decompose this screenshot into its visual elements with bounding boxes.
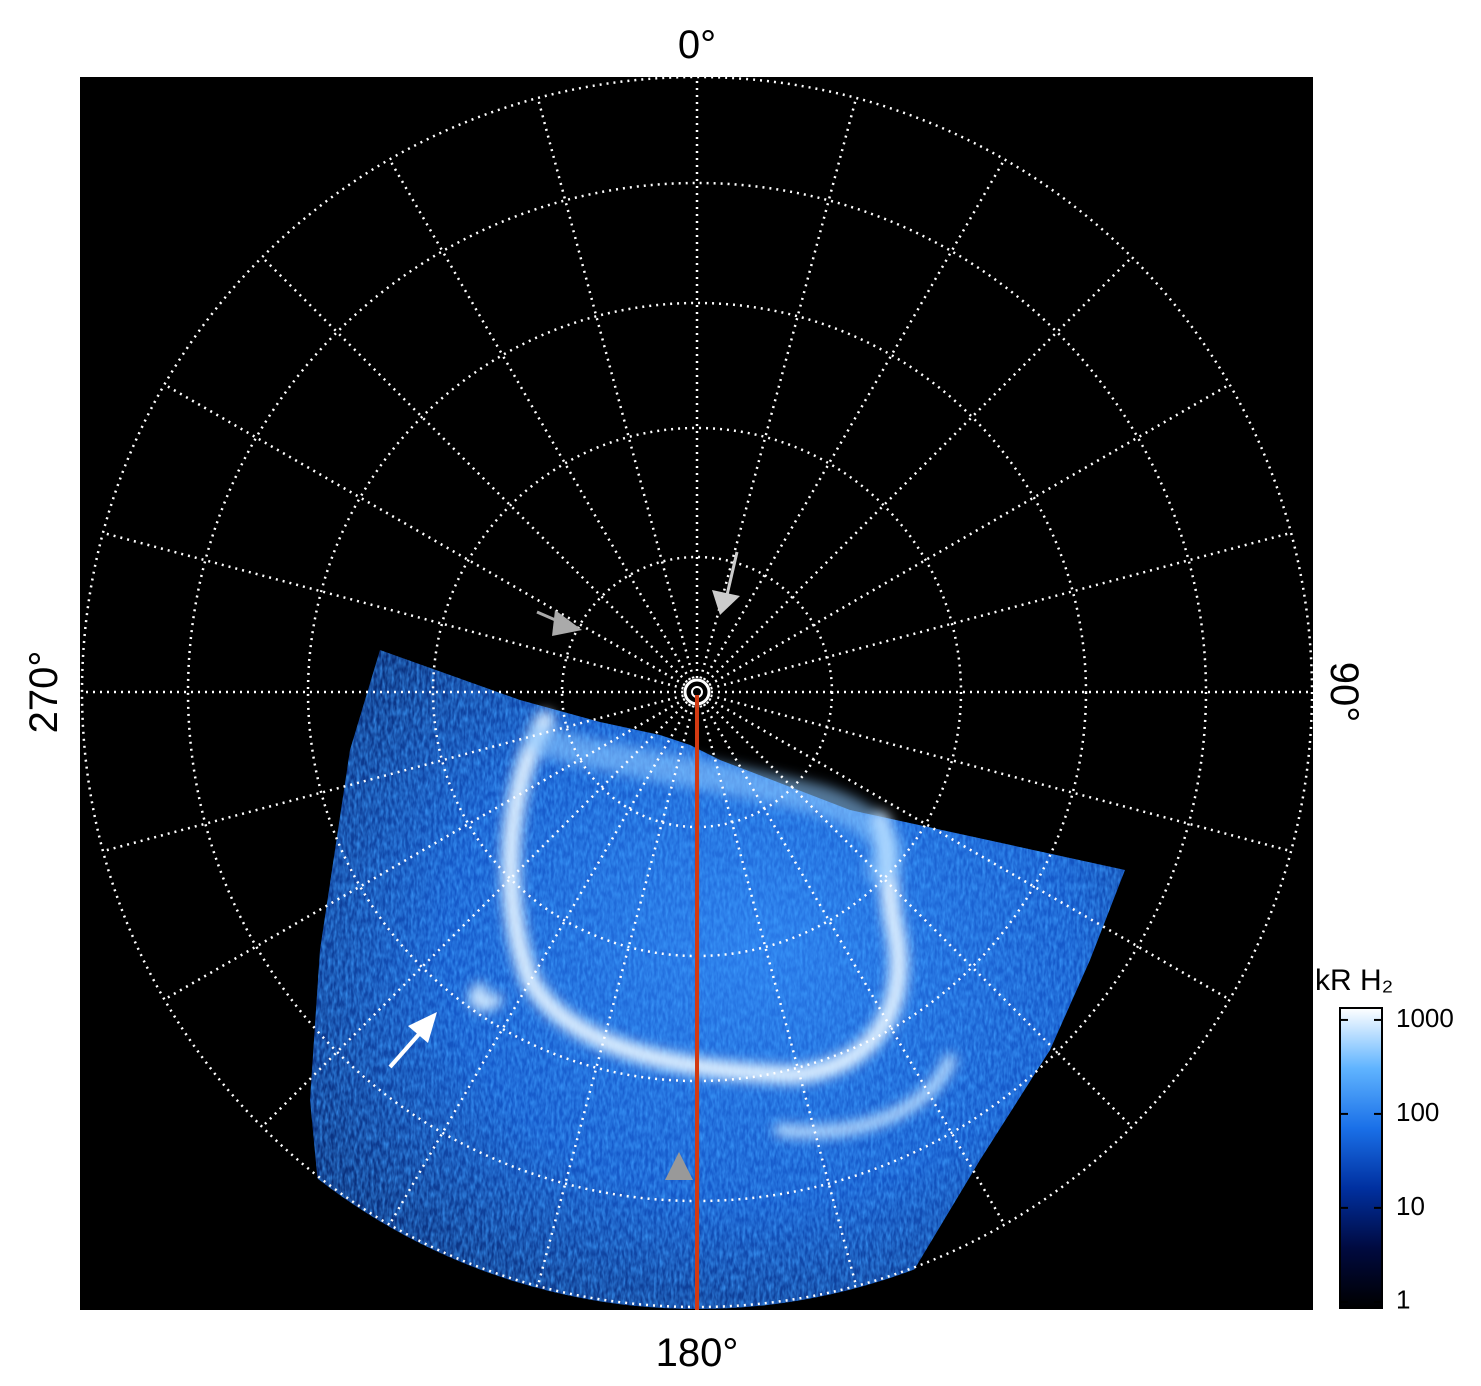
colorbar-title: kR H₂ <box>1315 964 1393 997</box>
aurora-image <box>310 650 1125 1309</box>
colorbar-tick-label: 10 <box>1396 1191 1425 1221</box>
colorbar-tick-label: 1 <box>1396 1285 1410 1315</box>
angle-label-right: 90° <box>1322 662 1366 723</box>
arrows <box>388 551 740 1180</box>
angle-label-top: 0° <box>678 23 716 67</box>
angle-label-bottom: 180° <box>656 1331 739 1375</box>
colorbar: 1 10 100 1000 <box>1339 1003 1454 1315</box>
colorbar-fill <box>1339 1007 1383 1309</box>
angle-label-left: 270° <box>22 651 66 734</box>
colorbar-tick-label: 100 <box>1396 1097 1439 1127</box>
colorbar-tick-label: 1000 <box>1396 1003 1454 1033</box>
